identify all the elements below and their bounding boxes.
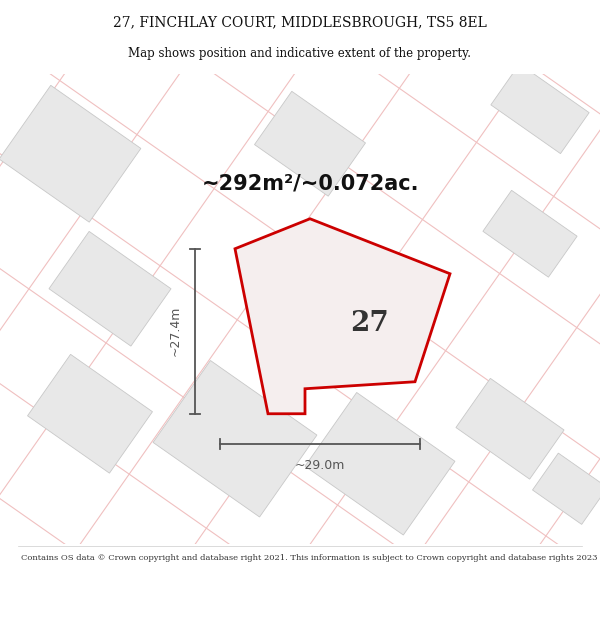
Polygon shape — [483, 191, 577, 277]
Text: Map shows position and indicative extent of the property.: Map shows position and indicative extent… — [128, 47, 472, 59]
Polygon shape — [533, 453, 600, 524]
Polygon shape — [0, 86, 141, 222]
Text: ~27.4m: ~27.4m — [169, 306, 182, 356]
Text: 27, FINCHLAY COURT, MIDDLESBROUGH, TS5 8EL: 27, FINCHLAY COURT, MIDDLESBROUGH, TS5 8… — [113, 15, 487, 29]
Text: 27: 27 — [350, 310, 389, 338]
Polygon shape — [153, 361, 317, 517]
Text: ~29.0m: ~29.0m — [295, 459, 345, 472]
Polygon shape — [456, 378, 564, 479]
Polygon shape — [49, 231, 171, 346]
Polygon shape — [28, 354, 152, 473]
Polygon shape — [254, 91, 365, 196]
Text: Contains OS data © Crown copyright and database right 2021. This information is : Contains OS data © Crown copyright and d… — [21, 554, 600, 561]
Polygon shape — [305, 392, 455, 535]
Text: ~292m²/~0.072ac.: ~292m²/~0.072ac. — [201, 174, 419, 194]
Polygon shape — [235, 219, 450, 414]
Polygon shape — [491, 64, 589, 154]
